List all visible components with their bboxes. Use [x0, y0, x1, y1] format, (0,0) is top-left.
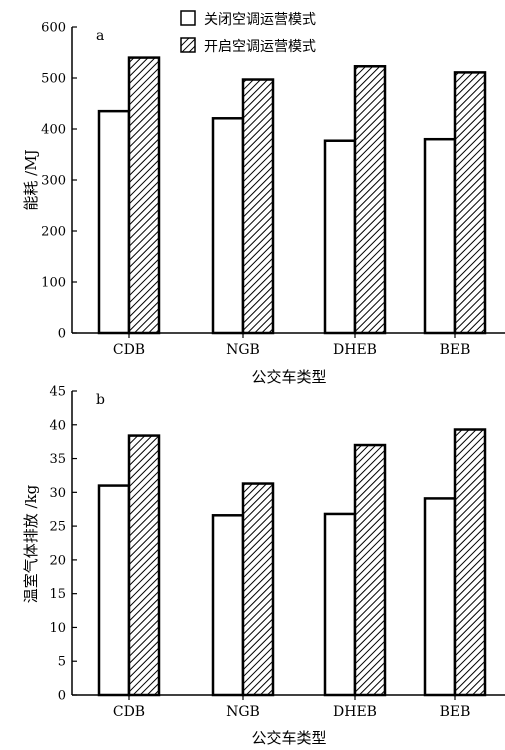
- x-tick-label: BEB: [440, 704, 471, 720]
- chart-panel-b: b 温室气体排放 /kg 公交车类型 0 5 10 15 20 25 30 35 40 45 CDB…: [22, 385, 505, 747]
- y-tick-label: 200: [41, 225, 66, 240]
- bar-ngb-ac-on: [241, 482, 275, 697]
- bar-dheb-ac-off: [323, 512, 357, 697]
- x-axis-title-b: 公交车类型: [251, 729, 326, 747]
- bar-dheb-ac-on: [353, 443, 387, 697]
- x-tick-label: NGB: [226, 704, 260, 720]
- bar-ngb-ac-off: [211, 117, 245, 335]
- bar-cdb-ac-off: [97, 109, 131, 335]
- y-tick-label: 100: [41, 276, 66, 291]
- bar-dheb-ac-off: [323, 139, 357, 335]
- x-tick-label: NGB: [226, 342, 260, 358]
- legend: 关闭空调运营模式 开启空调运营模式: [180, 10, 316, 55]
- bar-beb-ac-off: [423, 137, 457, 335]
- y-tick-label: 600: [41, 21, 66, 36]
- x-tick-label: DHEB: [333, 342, 377, 358]
- legend-label-ac-off: 关闭空调运营模式: [204, 12, 316, 28]
- y-tick-label: 35: [49, 452, 66, 467]
- y-tick-label: 45: [49, 385, 66, 400]
- y-axis-title-a: 能耗 /MJ: [22, 149, 40, 210]
- y-tick-label: 30: [49, 486, 66, 501]
- y-tick-label: 20: [49, 553, 66, 568]
- bar-beb-ac-off: [423, 497, 457, 697]
- legend-item-ac-on: 开启空调运营模式: [180, 37, 316, 55]
- bar-cdb-ac-on: [127, 56, 161, 335]
- x-tick-label: CDB: [113, 704, 145, 720]
- panel-label-b: b: [96, 392, 105, 408]
- bar-cdb-ac-off: [97, 484, 131, 697]
- legend-swatch-ac-on: [180, 37, 196, 53]
- y-tick-label: 0: [58, 327, 66, 342]
- legend-swatch-ac-off: [180, 10, 196, 26]
- y-tick-label: 5: [58, 655, 66, 670]
- y-tick-label: 400: [41, 123, 66, 138]
- panel-label-a: a: [96, 28, 104, 44]
- y-tick-label: 0: [58, 689, 66, 704]
- y-tick-label: 25: [49, 520, 66, 535]
- y-tick-label: 10: [49, 621, 66, 636]
- y-tick-label: 300: [41, 174, 66, 189]
- y-tick-label: 15: [49, 587, 66, 602]
- legend-item-ac-off: 关闭空调运营模式: [180, 10, 316, 28]
- x-axis-title-a: 公交车类型: [251, 368, 326, 386]
- bar-ngb-ac-off: [211, 514, 245, 697]
- x-tick-label: CDB: [113, 342, 145, 358]
- bar-beb-ac-on: [453, 71, 487, 335]
- y-tick-label: 500: [41, 72, 66, 87]
- y-tick-label: 40: [49, 418, 66, 433]
- chart-panel-a: a 能耗 /MJ 公交车类型 0 100 200 300 400 500 600 CDB NGB…: [22, 21, 505, 386]
- bar-ngb-ac-on: [241, 78, 275, 335]
- bar-cdb-ac-on: [127, 434, 161, 697]
- legend-label-ac-on: 开启空调运营模式: [204, 39, 316, 55]
- x-tick-label: DHEB: [333, 704, 377, 720]
- bar-beb-ac-on: [453, 428, 487, 697]
- y-axis-title-b: 温室气体排放 /kg: [22, 484, 40, 603]
- bar-dheb-ac-on: [353, 65, 387, 335]
- x-tick-label: BEB: [440, 342, 471, 358]
